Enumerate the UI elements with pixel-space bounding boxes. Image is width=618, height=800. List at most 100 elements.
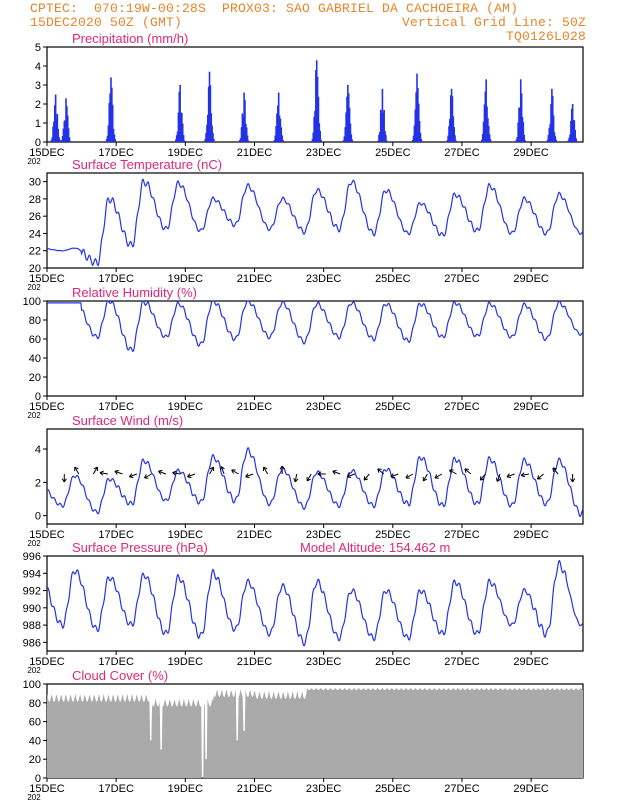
x-tick-label-temperature: 29DEC [513, 273, 549, 285]
x-tick-label-precipitation: 19DEC [168, 147, 204, 159]
precip-bar [113, 134, 116, 142]
precip-bar [381, 88, 384, 142]
precip-bar [552, 115, 555, 142]
precip-bar [65, 98, 67, 142]
precip-bar [175, 139, 177, 142]
wind-vector-head [209, 466, 215, 472]
precip-bar [109, 93, 111, 142]
x-tick-label-pressure: 23DEC [306, 656, 342, 668]
precip-bar [204, 138, 207, 142]
wind-vector-arrow [92, 466, 98, 475]
precip-bar [573, 120, 576, 142]
precip-bar [380, 113, 383, 142]
precip-bar [180, 112, 182, 142]
precip-bar [239, 138, 242, 142]
x-tick-label-wind: 23DEC [306, 529, 342, 541]
precip-bar [486, 106, 488, 142]
precip-bar [242, 116, 245, 142]
wind-vector-arrow [294, 473, 298, 482]
precip-bar [385, 134, 387, 142]
x-tick-label-cloud: 23DEC [306, 783, 342, 795]
wind-vector-arrow [363, 473, 370, 481]
wind-vector-arrow [506, 473, 515, 478]
precip-bar [570, 108, 573, 142]
wind-vector-arrow [74, 466, 80, 475]
panel-frame-wind [46, 428, 584, 525]
y-tick-label-pressure: 988 [23, 620, 41, 632]
y-tick-label-cloud: 60 [29, 717, 41, 729]
wind-vector-head [93, 466, 99, 472]
wind-vector-head [114, 469, 119, 475]
wind-vector-head [449, 469, 454, 474]
y-tick-label-cloud: 100 [23, 679, 41, 691]
precip-bar [320, 139, 322, 142]
y-tick-label-temperature: 26 [29, 211, 41, 223]
precip-bar [279, 118, 282, 142]
y-tick-label-temperature: 20 [29, 263, 41, 275]
precip-bar [481, 133, 484, 142]
wind-vector-arrow [405, 473, 414, 479]
x-tick-label-cloud: 17DEC [98, 783, 134, 795]
precip-bar [385, 140, 388, 142]
precip-bar [207, 114, 209, 142]
precip-bar [177, 112, 180, 142]
precip-bar [206, 124, 208, 142]
wind-vector-arrow [114, 470, 123, 475]
precip-bar [454, 135, 456, 142]
wind-vector-head [317, 471, 322, 477]
precip-bar [567, 140, 570, 142]
precip-bar [110, 77, 112, 142]
y-tick-label-pressure: 996 [23, 551, 41, 563]
precip-bar [447, 135, 449, 142]
precip-bar [518, 107, 520, 142]
precip-bar [485, 79, 487, 142]
precip-bar [420, 139, 423, 142]
precip-bar [575, 138, 577, 142]
precip-bar [569, 134, 571, 142]
y-tick-label-humidity: 80 [29, 315, 41, 327]
x-tick-label-cloud: 19DEC [168, 783, 204, 795]
precip-bar [245, 127, 248, 142]
precip-bar [348, 107, 351, 142]
wind-vector-head [187, 473, 192, 479]
wind-vector-head [144, 474, 149, 479]
precip-bar [55, 118, 58, 142]
precip-bar [183, 140, 186, 142]
precip-bar [318, 123, 321, 142]
precip-bar [487, 118, 489, 142]
precip-bar [111, 104, 114, 142]
precip-bar [453, 127, 455, 142]
precip-bar [58, 137, 60, 142]
precip-bar [377, 140, 379, 142]
precip-bar [280, 127, 283, 142]
precip-bar [63, 121, 66, 142]
precip-bar [213, 138, 215, 142]
wind-vector-arrow [209, 466, 214, 475]
header-date-line: 15DEC2020 50Z (GMT) [30, 15, 183, 30]
wind-vector-head [434, 474, 440, 479]
panel-title-humidity: Relative Humidity (%) [72, 285, 197, 300]
precip-bar [181, 123, 184, 142]
series-line-humidity [47, 300, 584, 353]
x-tick-label-precipitation: 21DEC [237, 147, 273, 159]
precip-bar [519, 79, 522, 142]
precip-bar [451, 96, 454, 142]
x-tick-label-wind: 21DEC [237, 529, 273, 541]
precip-bar [383, 109, 385, 142]
precip-bar [547, 134, 550, 142]
precip-bar [114, 139, 117, 142]
y-tick-label-humidity: 100 [23, 296, 41, 308]
precip-bar [209, 85, 212, 142]
precip-bar [553, 132, 556, 142]
x-tick-label-wind: 27DEC [444, 529, 480, 541]
wind-vector-head [405, 474, 410, 479]
wind-vector-head [245, 473, 250, 479]
header-station-line: CPTEC: 070:19W-00:28S PROX03: SAO GABRIE… [30, 1, 519, 16]
precip-bar [281, 135, 283, 142]
x-tick-label-wind: 29DEC [513, 529, 549, 541]
x-tick-label-temperature: 21DEC [237, 273, 273, 285]
precip-bar [108, 102, 111, 142]
y-tick-label-pressure: 990 [23, 603, 41, 615]
panel-title-precipitation: Precipitation (mm/h) [72, 31, 188, 46]
